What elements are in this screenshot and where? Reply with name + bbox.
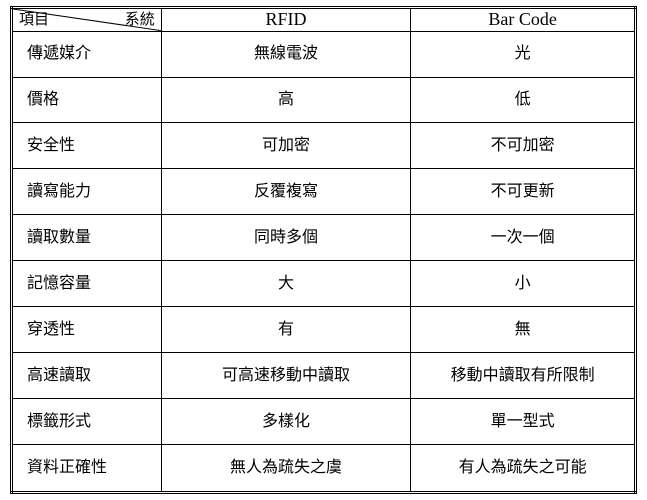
- barcode-cell: 有人為疏失之可能: [411, 444, 636, 492]
- rfid-cell: 無線電波: [161, 31, 411, 77]
- header-rfid: RFID: [161, 8, 411, 32]
- item-cell: 記憶容量: [12, 261, 162, 307]
- barcode-cell: 低: [411, 77, 636, 123]
- barcode-cell: 小: [411, 261, 636, 307]
- table-body: 傳遞媒介 無線電波 光 價格 高 低 安全性 可加密 不可加密 讀寫能力 反覆複…: [12, 31, 636, 492]
- header-barcode: Bar Code: [411, 8, 636, 32]
- rfid-cell: 多樣化: [161, 398, 411, 444]
- table-row: 穿透性 有 無: [12, 307, 636, 353]
- table-row: 讀取數量 同時多個 一次一個: [12, 215, 636, 261]
- item-cell: 穿透性: [12, 307, 162, 353]
- table-row: 資料正確性 無人為疏失之虞 有人為疏失之可能: [12, 444, 636, 492]
- table-row: 安全性 可加密 不可加密: [12, 123, 636, 169]
- rfid-cell: 高: [161, 77, 411, 123]
- comparison-table: 系統 項目 RFID Bar Code 傳遞媒介 無線電波 光 價格 高 低 安…: [10, 6, 637, 494]
- item-cell: 安全性: [12, 123, 162, 169]
- header-bottom-label: 項目: [19, 11, 49, 29]
- table-row: 高速讀取 可高速移動中讀取 移動中讀取有所限制: [12, 352, 636, 398]
- header-diagonal-cell: 系統 項目: [12, 8, 162, 32]
- item-cell: 讀寫能力: [12, 169, 162, 215]
- rfid-cell: 可高速移動中讀取: [161, 352, 411, 398]
- table-row: 讀寫能力 反覆複寫 不可更新: [12, 169, 636, 215]
- rfid-cell: 有: [161, 307, 411, 353]
- table-row: 傳遞媒介 無線電波 光: [12, 31, 636, 77]
- rfid-cell: 可加密: [161, 123, 411, 169]
- rfid-cell: 無人為疏失之虞: [161, 444, 411, 492]
- header-top-label: 系統: [125, 11, 155, 29]
- item-cell: 資料正確性: [12, 444, 162, 492]
- barcode-cell: 不可更新: [411, 169, 636, 215]
- item-cell: 價格: [12, 77, 162, 123]
- table-row: 標籤形式 多樣化 單一型式: [12, 398, 636, 444]
- barcode-cell: 移動中讀取有所限制: [411, 352, 636, 398]
- barcode-cell: 光: [411, 31, 636, 77]
- rfid-cell: 反覆複寫: [161, 169, 411, 215]
- rfid-cell: 同時多個: [161, 215, 411, 261]
- item-cell: 標籤形式: [12, 398, 162, 444]
- table-row: 價格 高 低: [12, 77, 636, 123]
- barcode-cell: 不可加密: [411, 123, 636, 169]
- table-header-row: 系統 項目 RFID Bar Code: [12, 8, 636, 32]
- barcode-cell: 無: [411, 307, 636, 353]
- item-cell: 傳遞媒介: [12, 31, 162, 77]
- table-row: 記憶容量 大 小: [12, 261, 636, 307]
- item-cell: 高速讀取: [12, 352, 162, 398]
- rfid-cell: 大: [161, 261, 411, 307]
- barcode-cell: 一次一個: [411, 215, 636, 261]
- item-cell: 讀取數量: [12, 215, 162, 261]
- barcode-cell: 單一型式: [411, 398, 636, 444]
